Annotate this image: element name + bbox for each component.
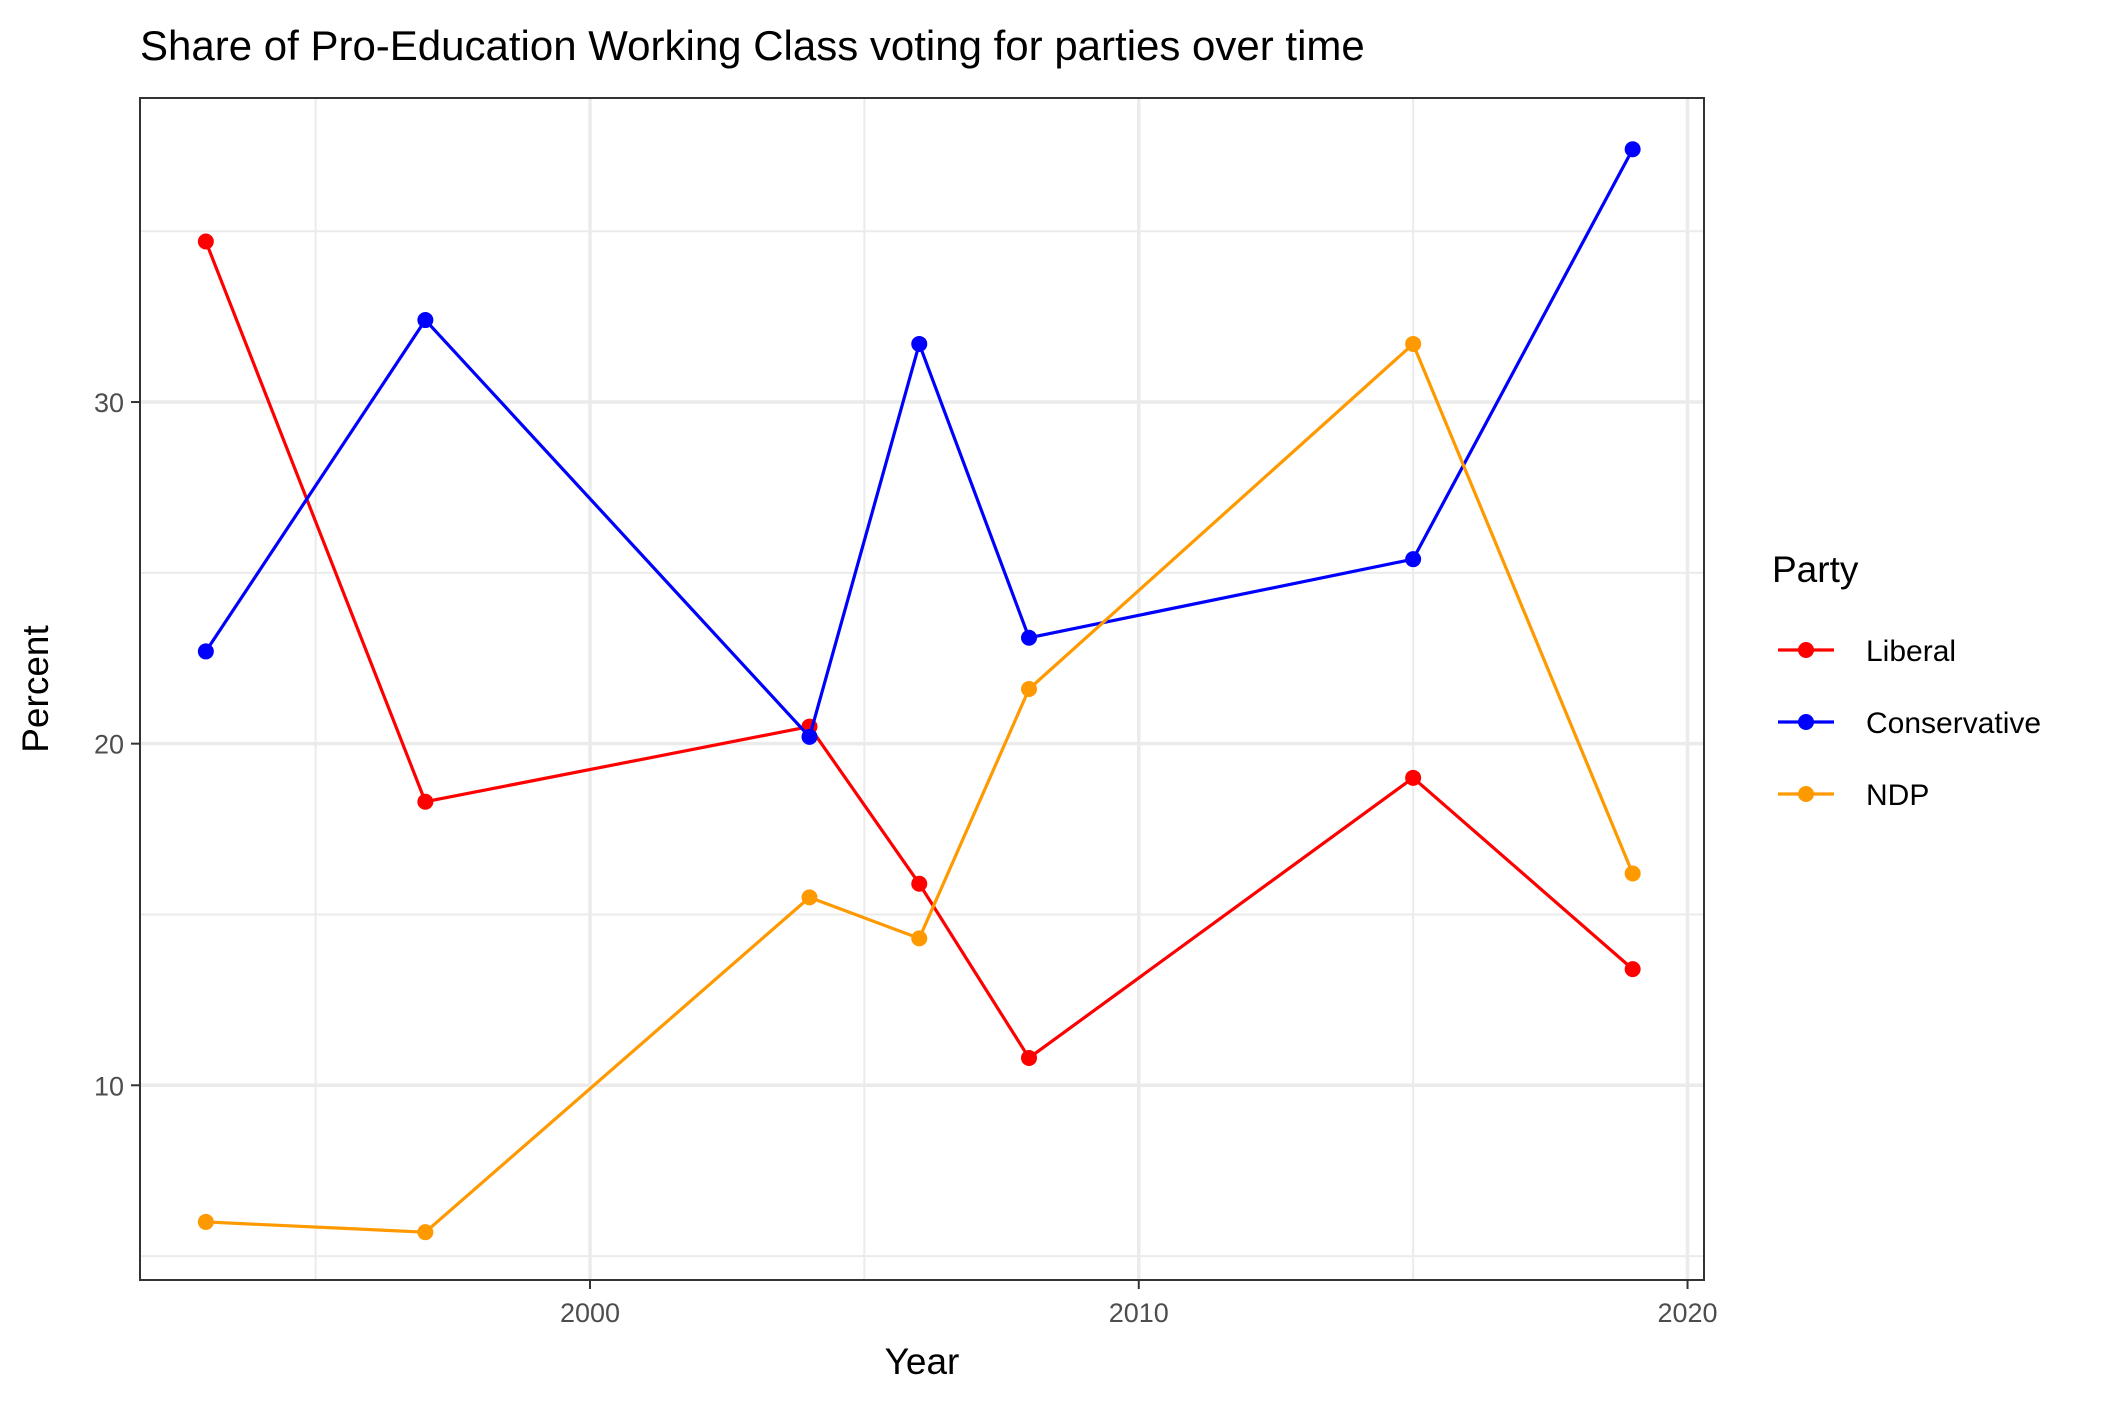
legend-item-liberal: Liberal (1778, 635, 1956, 668)
plot-border (139, 97, 1705, 1281)
y-tick-label: 30 (94, 388, 124, 418)
legend-label-ndp: NDP (1866, 779, 1929, 812)
series-conservative (197, 141, 1641, 745)
series-layer (197, 141, 1641, 1241)
legend: Party Liberal Conservative NDP (1772, 549, 2041, 812)
data-point-conservative (801, 728, 818, 745)
y-axis-title: Percent (15, 625, 56, 753)
series-ndp (197, 335, 1641, 1241)
x-tick-label: 2020 (1657, 1298, 1717, 1328)
legend-label-liberal: Liberal (1866, 635, 1956, 668)
y-tick-label: 10 (94, 1071, 124, 1101)
plot-background (140, 98, 1704, 1280)
data-point-conservative (1021, 629, 1038, 646)
y-tick-label: 20 (94, 730, 124, 760)
legend-item-ndp: NDP (1778, 779, 1929, 812)
x-tick-label: 2010 (1109, 1298, 1169, 1328)
data-point-conservative (1405, 551, 1422, 568)
minor-grid (140, 98, 1704, 1280)
data-point-liberal (417, 793, 434, 810)
x-axis: 2000 2010 2020 (560, 1280, 1718, 1328)
plot-panel (140, 98, 1704, 1280)
legend-label-conservative: Conservative (1866, 707, 2041, 740)
data-point-conservative (417, 312, 434, 329)
data-point-ndp (801, 889, 818, 906)
data-point-ndp (1624, 865, 1641, 882)
legend-item-conservative: Conservative (1778, 707, 2041, 740)
legend-title: Party (1772, 549, 1859, 590)
data-point-liberal (1405, 769, 1422, 786)
data-point-conservative (197, 643, 214, 660)
major-grid (140, 98, 1704, 1280)
data-point-liberal (1021, 1049, 1038, 1066)
data-point-liberal (1624, 961, 1641, 978)
data-point-ndp (1405, 335, 1422, 352)
data-point-ndp (1021, 681, 1038, 697)
legend-key-point-conservative (1798, 714, 1814, 730)
x-tick-label: 2000 (560, 1298, 620, 1328)
data-point-ndp (197, 1213, 214, 1230)
legend-key-point-liberal (1798, 642, 1814, 658)
data-point-ndp (911, 930, 928, 947)
data-point-conservative (1624, 141, 1641, 158)
data-point-liberal (911, 875, 928, 892)
y-axis: 10 20 30 (94, 388, 140, 1101)
legend-key-point-ndp (1798, 786, 1814, 802)
data-point-ndp (417, 1224, 434, 1241)
data-point-liberal (197, 233, 214, 250)
x-axis-title: Year (885, 1341, 960, 1382)
data-point-conservative (911, 335, 928, 352)
chart-title: Share of Pro-Education Working Class vot… (140, 22, 1365, 69)
